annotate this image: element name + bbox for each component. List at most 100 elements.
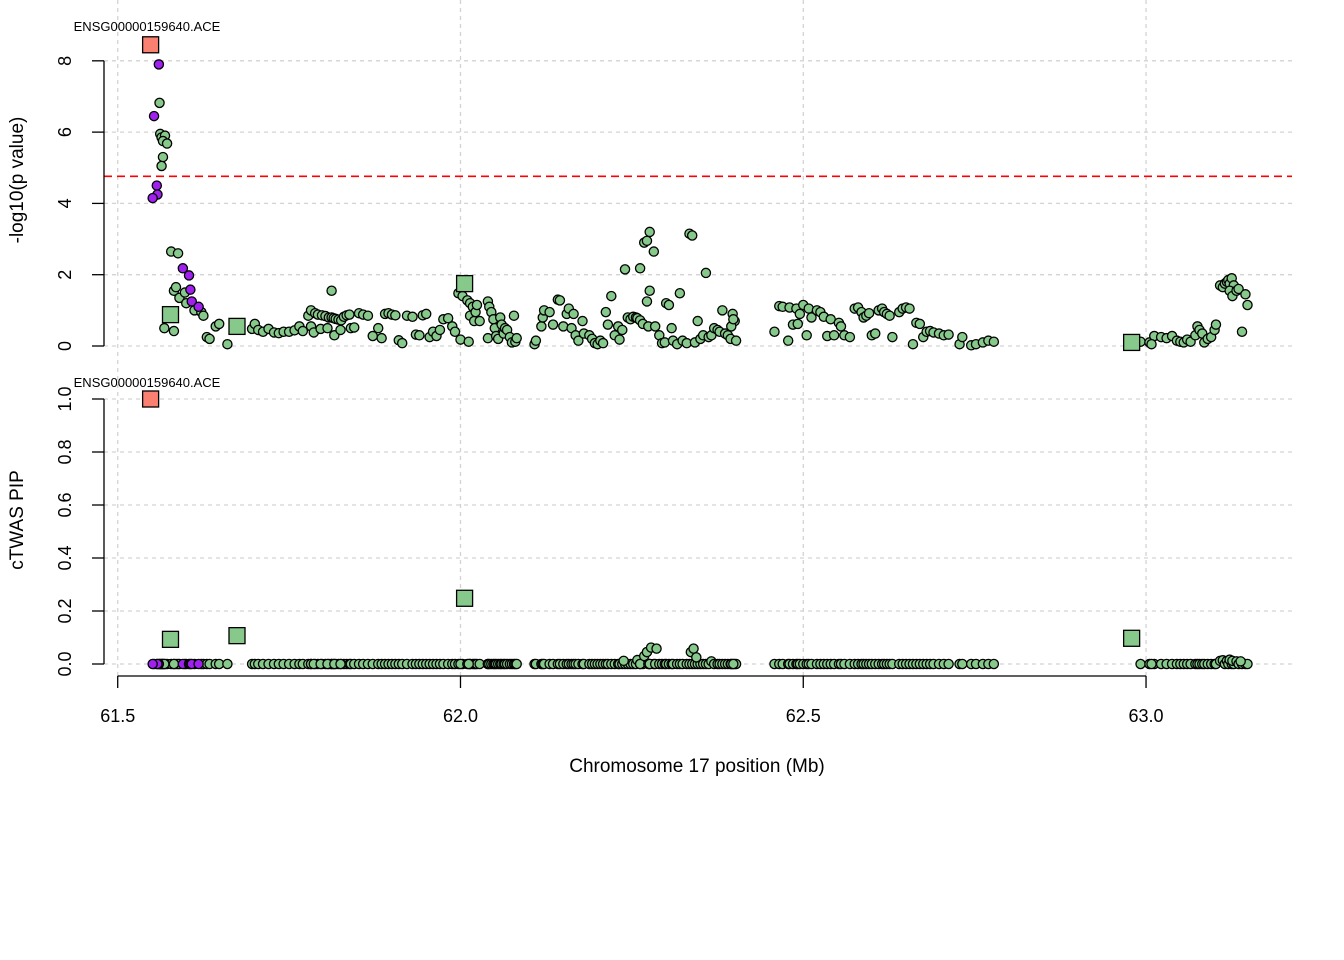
snp-pip-point <box>691 652 702 663</box>
snp-point <box>617 324 628 336</box>
y-tick-label: 1.0 <box>55 386 75 411</box>
snp-point <box>769 326 780 337</box>
snp-point <box>222 338 233 350</box>
y-tick-label: 0.2 <box>55 598 75 623</box>
gene-pip-marker <box>161 630 180 649</box>
snp-point <box>554 295 566 306</box>
snp-point <box>644 285 655 296</box>
snp-point <box>606 290 617 302</box>
top-panel-points <box>141 36 1253 352</box>
snp-point <box>449 326 461 337</box>
focus-gene-marker <box>141 36 160 54</box>
snp-point <box>335 324 346 336</box>
gene-marker <box>1122 333 1141 352</box>
y-tick-label: 0 <box>55 341 75 351</box>
snp-pip-point <box>688 643 699 654</box>
snp-point <box>577 315 588 327</box>
snp-point <box>644 226 655 238</box>
y-tick-label: 0.8 <box>55 439 75 464</box>
snp-point <box>362 310 374 321</box>
snp-point <box>835 321 847 332</box>
bottom-gene-label: ENSG00000159640.ACE <box>74 375 221 390</box>
snp-pip-point <box>728 658 739 670</box>
bottom-panel-points <box>141 390 1253 670</box>
snp-point <box>600 306 612 318</box>
snp-point <box>648 246 660 257</box>
lead-snp-point <box>183 270 195 281</box>
snp-point <box>943 329 954 340</box>
snp-pip-point <box>943 658 954 670</box>
snp-point <box>1236 326 1248 337</box>
x-tick-label: 63.0 <box>1129 706 1164 726</box>
snp-pip-point <box>1135 658 1146 670</box>
top-y-axis: 0 2 4 6 8 <box>55 56 105 351</box>
y-tick-label: 6 <box>55 127 75 137</box>
x-axis-label: Chromosome 17 position (Mb) <box>569 756 825 777</box>
lead-snp-point <box>151 180 163 191</box>
snp-point <box>213 318 225 330</box>
lead-snp-point <box>185 284 196 295</box>
snp-point <box>568 308 579 320</box>
snp-point <box>573 335 584 346</box>
snp-pip-point <box>1146 658 1157 670</box>
lead-snp-point <box>148 110 160 122</box>
lead-snp-point <box>177 263 189 274</box>
snp-point <box>344 309 355 320</box>
snp-point <box>1240 289 1251 300</box>
x-axis: 61.5 62.0 62.5 63.0 <box>100 675 1164 726</box>
snp-point <box>322 322 333 334</box>
snp-point <box>1233 283 1244 295</box>
snp-point <box>700 267 712 279</box>
snp-point <box>536 321 547 332</box>
snp-pip-point <box>222 658 233 670</box>
snp-pip-point <box>335 658 346 670</box>
snp-point <box>154 97 165 109</box>
snp-point <box>434 324 446 336</box>
lead-snp-point <box>186 296 198 307</box>
snp-point <box>904 303 915 314</box>
snp-point <box>376 332 387 344</box>
snp-point <box>801 330 812 341</box>
snp-point <box>641 296 653 307</box>
snp-point <box>414 330 425 341</box>
gene-marker <box>455 274 474 293</box>
snp-point <box>828 330 840 341</box>
snp-point <box>717 305 728 316</box>
lead-snp-pip-point <box>193 658 204 670</box>
snp-point <box>156 160 167 172</box>
snp-point <box>326 285 337 296</box>
snp-point <box>792 318 804 330</box>
snp-point <box>170 281 182 293</box>
snp-point <box>666 322 677 334</box>
snp-point <box>957 331 968 343</box>
snp-pip-point <box>463 658 474 670</box>
snp-point <box>159 322 170 334</box>
snp-point <box>396 337 408 349</box>
focus-gene-pip-marker <box>141 390 160 408</box>
x-tick-label: 62.5 <box>786 706 821 726</box>
y-tick-label: 8 <box>55 56 75 66</box>
y-tick-label: 0.0 <box>55 651 75 676</box>
snp-point <box>198 310 209 321</box>
snp-point <box>544 306 555 318</box>
snp-point <box>619 264 631 275</box>
x-tick-label: 61.5 <box>100 706 135 726</box>
snp-point <box>794 308 806 320</box>
snp-point <box>297 325 309 337</box>
snp-point <box>348 322 360 333</box>
snp-point <box>730 335 742 346</box>
gene-pip-marker <box>455 589 474 607</box>
gene-pip-marker <box>228 626 246 645</box>
snp-point <box>420 308 432 320</box>
gene-marker <box>228 317 246 336</box>
snp-point <box>988 336 1000 347</box>
snp-point <box>1146 338 1157 350</box>
snp-pip-point <box>651 643 662 654</box>
top-gene-label: ENSG00000159640.ACE <box>74 19 221 34</box>
snp-point <box>692 315 703 327</box>
gene-marker <box>161 305 180 324</box>
snp-point <box>463 336 474 347</box>
snp-pip-point <box>168 658 180 670</box>
lead-snp-point <box>153 59 165 70</box>
